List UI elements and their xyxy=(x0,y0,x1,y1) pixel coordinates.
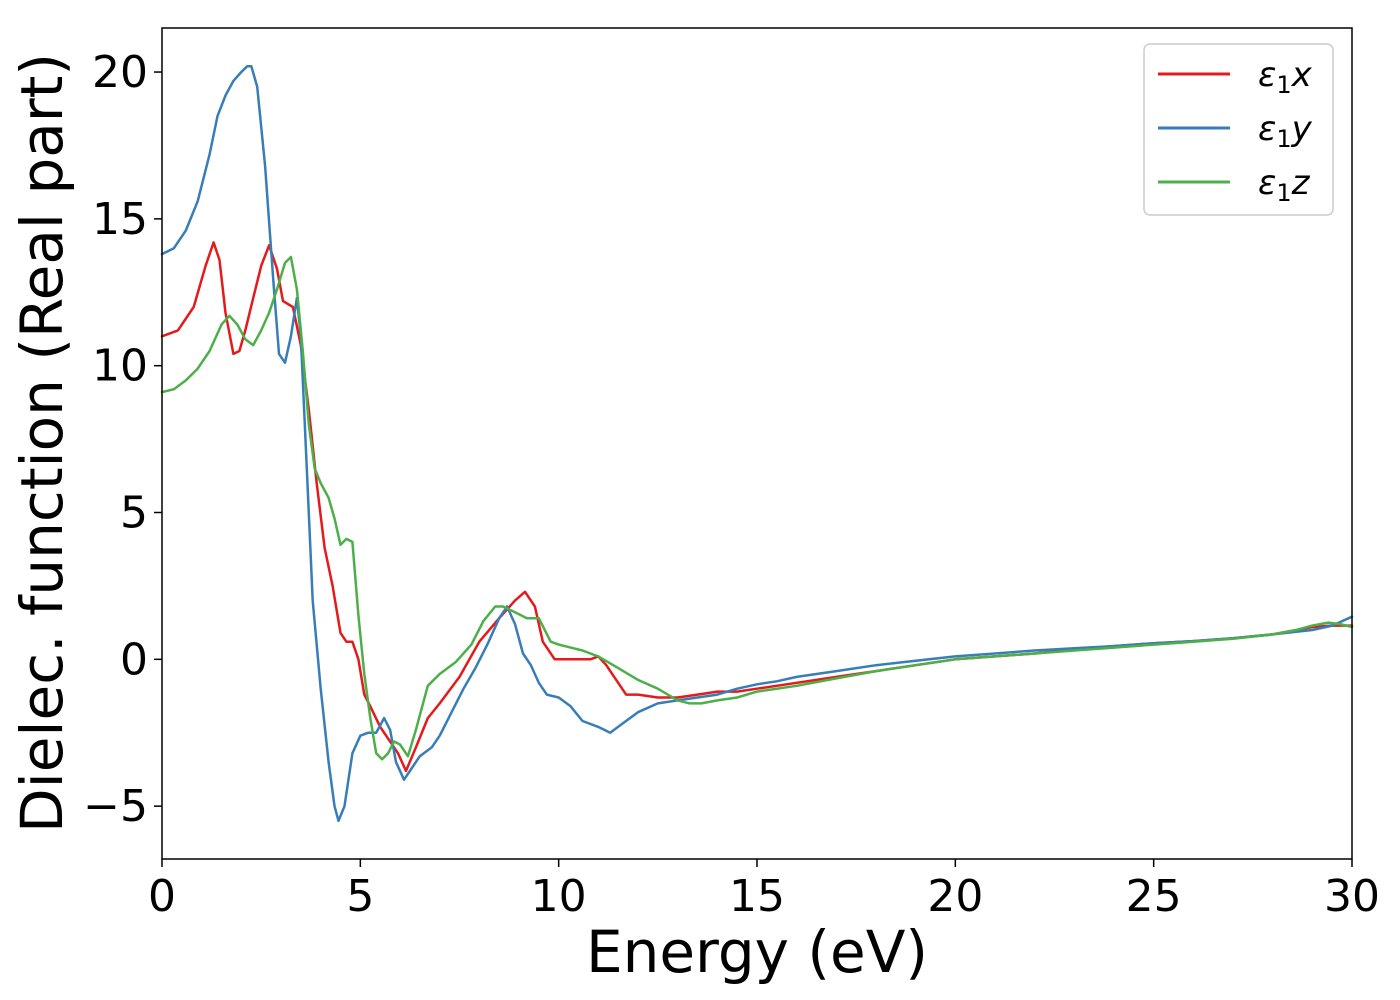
x-tick-label: 15 xyxy=(729,871,785,922)
x-tick-label: 25 xyxy=(1126,871,1182,922)
y-axis: −5 0 5 10 15 20 xyxy=(83,47,162,832)
y-axis-title: Dielec. function (Real part) xyxy=(8,53,76,833)
x-tick-label: 0 xyxy=(148,871,176,922)
series-line-y xyxy=(160,64,1354,823)
y-tick-label: 5 xyxy=(120,488,148,539)
x-tick-label: 10 xyxy=(531,871,587,922)
legend-label-z: ε1z xyxy=(1258,163,1311,207)
y-tick-label: 10 xyxy=(92,341,148,392)
y-tick-label: −5 xyxy=(83,781,148,832)
legend-frame xyxy=(1143,43,1334,216)
x-tick-label: 20 xyxy=(927,871,983,922)
legend-label-y: ε1y xyxy=(1258,109,1313,153)
y-tick-label: 20 xyxy=(92,47,148,98)
series-layer xyxy=(160,64,1354,823)
x-tick-label: 5 xyxy=(346,871,374,922)
x-axis: 0 5 10 15 20 25 30 xyxy=(148,859,1380,922)
y-tick-label: 15 xyxy=(92,194,148,245)
x-axis-title: Energy (eV) xyxy=(586,918,928,986)
series-line-z xyxy=(160,255,1354,761)
y-tick-label: 0 xyxy=(120,634,148,685)
legend-label-x: ε1x xyxy=(1258,55,1313,99)
x-tick-label: 30 xyxy=(1324,871,1380,922)
legend: ε1x ε1y ε1z xyxy=(1143,43,1334,216)
